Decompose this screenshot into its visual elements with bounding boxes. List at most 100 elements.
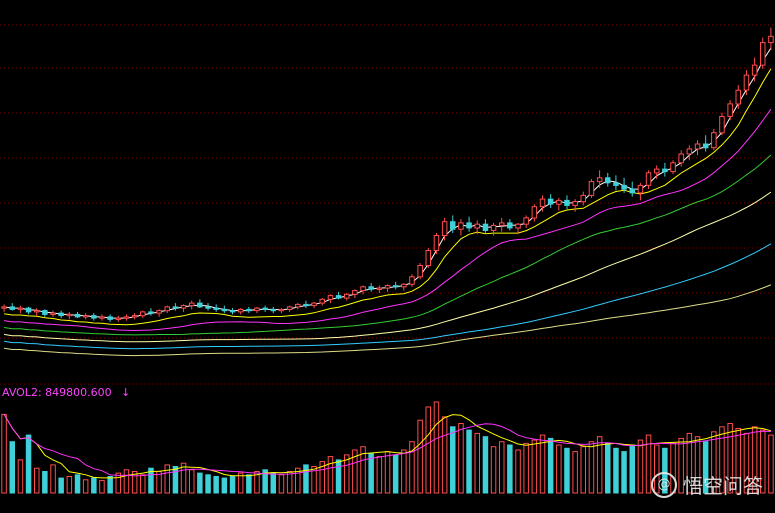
candle-body xyxy=(180,305,187,309)
candle-body xyxy=(197,302,203,308)
candle-body xyxy=(417,265,423,278)
volume-bar xyxy=(572,451,578,494)
ma-line-20 xyxy=(4,154,772,336)
volume-bar xyxy=(42,471,48,494)
candle-body xyxy=(499,222,505,226)
volume-bar xyxy=(82,479,89,494)
volume-bar xyxy=(115,472,121,494)
volume-bar xyxy=(768,434,774,494)
volume-bar xyxy=(205,474,211,494)
ma-line-60 xyxy=(4,243,772,350)
candle-body xyxy=(107,316,113,320)
volume-bar xyxy=(368,452,374,494)
ma-line-3 xyxy=(4,47,772,319)
volume-bar xyxy=(197,472,203,494)
volume-bar xyxy=(295,467,301,494)
volume-bar xyxy=(140,474,146,494)
candle-body xyxy=(17,307,24,310)
volume-bar xyxy=(580,446,586,494)
candle-body xyxy=(441,221,448,236)
volume-bar xyxy=(751,426,758,494)
candle-body xyxy=(580,194,586,203)
watermark-text: 悟空问答 xyxy=(683,474,763,498)
volume-bar xyxy=(539,434,546,494)
candlesticks xyxy=(1,27,774,322)
volume-bar xyxy=(25,434,32,494)
candle-body xyxy=(221,308,228,312)
volume-bar xyxy=(531,439,538,494)
candle-body xyxy=(629,188,635,194)
volume-bar xyxy=(499,441,505,494)
volume-bar xyxy=(409,441,415,494)
volume-bar xyxy=(547,437,554,494)
candle-body xyxy=(678,153,684,164)
volume-bar xyxy=(17,459,24,494)
candle-body xyxy=(131,315,138,318)
volume-bar xyxy=(131,471,138,494)
candle-body xyxy=(711,132,717,149)
volume-bar xyxy=(719,426,725,494)
candle-body xyxy=(1,306,7,309)
volume-bar xyxy=(213,476,219,494)
volume-bar xyxy=(164,464,170,494)
candle-body xyxy=(229,310,236,313)
volume-bar xyxy=(621,451,627,494)
volume-bar xyxy=(425,406,431,494)
candle-body xyxy=(760,42,766,66)
volume-bar xyxy=(450,426,456,494)
volume-bar xyxy=(482,436,489,494)
candle-body xyxy=(507,222,513,229)
candle-body xyxy=(262,307,268,310)
volume-bar xyxy=(711,431,717,494)
volume-bar xyxy=(58,477,64,494)
candle-body xyxy=(140,311,146,317)
candle-body xyxy=(50,312,56,315)
volume-bar xyxy=(180,462,187,494)
candle-body xyxy=(172,306,179,309)
candle-body xyxy=(743,74,750,91)
candle-body xyxy=(686,148,693,155)
volume-ma-10 xyxy=(3,414,771,477)
volume-bar xyxy=(335,459,342,494)
volume-bar xyxy=(344,454,350,494)
volume-bar xyxy=(270,472,276,494)
candle-body xyxy=(531,206,538,219)
candle-body xyxy=(164,306,170,312)
candle-body xyxy=(115,317,121,320)
candle-body xyxy=(556,199,562,205)
candle-body xyxy=(564,199,570,206)
candle-body xyxy=(286,306,293,310)
candle-body xyxy=(205,306,211,309)
volume-bar xyxy=(303,464,309,494)
volume-bar xyxy=(401,449,407,494)
candle-body xyxy=(344,293,350,299)
volume-bar xyxy=(392,454,399,494)
candle-body xyxy=(295,303,301,308)
volume-bar xyxy=(278,474,285,494)
candle-body xyxy=(319,298,325,304)
volume-bar xyxy=(327,456,334,494)
volume-bar xyxy=(458,423,464,494)
volume-bar xyxy=(564,447,570,494)
volume-bar xyxy=(148,467,154,494)
volume-bar xyxy=(490,446,497,494)
volume-bar xyxy=(605,442,611,494)
volume-bar xyxy=(66,476,73,494)
volume-bar xyxy=(645,434,652,494)
candle-body xyxy=(482,223,489,231)
candle-body xyxy=(662,168,668,173)
candle-body xyxy=(523,217,529,225)
volume-bar xyxy=(50,464,56,494)
volume-bar xyxy=(107,476,113,494)
headline-logo-icon: @ xyxy=(651,471,677,498)
volume-bar xyxy=(246,474,252,494)
candle-body xyxy=(670,162,676,173)
candle-body xyxy=(246,308,252,312)
candle-body xyxy=(303,303,309,307)
volume-moving-averages xyxy=(3,414,772,479)
candle-body xyxy=(327,295,334,300)
volume-bar xyxy=(229,476,236,494)
candle-body xyxy=(58,312,64,317)
volume-bar xyxy=(613,447,619,494)
candle-body xyxy=(254,307,260,312)
